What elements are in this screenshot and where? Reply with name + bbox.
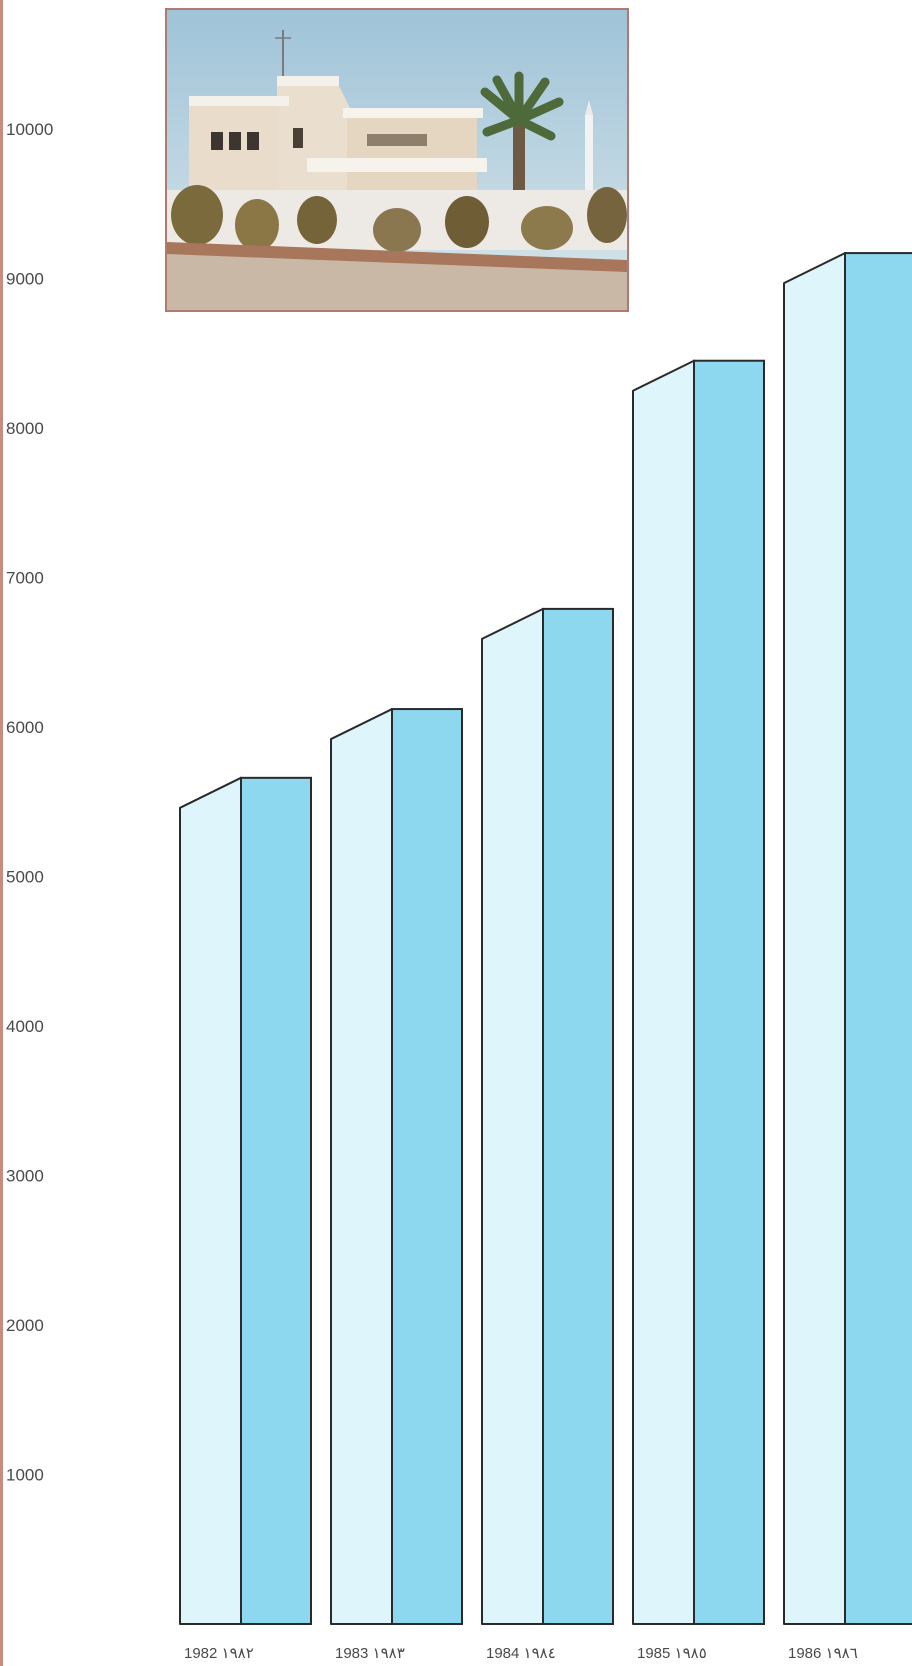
bar-side-face (180, 778, 241, 1624)
y-tick-label: 8000 (6, 419, 44, 438)
x-tick-label: 1983 ١٩٨٣ (335, 1645, 405, 1662)
y-tick-label: 5000 (6, 868, 44, 887)
y-tick-label: 4000 (6, 1017, 44, 1036)
x-tick-label: 1985 ١٩٨٥ (637, 1645, 707, 1662)
bars (180, 253, 912, 1624)
building-photo (165, 8, 629, 312)
bar-side-face (482, 609, 543, 1624)
x-tick-label: 1982 ١٩٨٢ (184, 1645, 254, 1662)
y-tick-label: 10000 (6, 120, 53, 139)
bar-side-face (633, 361, 694, 1624)
y-axis-ticks: 1000 2000 3000 4000 5000 6000 7000 8000 9000 1000… (6, 120, 53, 1485)
bar (392, 709, 462, 1624)
x-tick-label: 1986 ١٩٨٦ (788, 1645, 858, 1662)
bar (845, 253, 912, 1624)
y-tick-label: 1000 (6, 1466, 44, 1485)
y-tick-label: 7000 (6, 569, 44, 588)
x-tick-label: 1984 ١٩٨٤ (486, 1645, 556, 1662)
x-axis-labels: 1982 ١٩٨٢ 1983 ١٩٨٣ 1984 ١٩٨٤ 1985 ١٩٨٥ 1986… (184, 1645, 858, 1662)
y-tick-label: 9000 (6, 270, 44, 289)
bar-side-face (331, 709, 392, 1624)
bar (543, 609, 613, 1624)
bar (241, 778, 311, 1624)
y-tick-label: 3000 (6, 1167, 44, 1186)
bar (694, 361, 764, 1624)
y-tick-label: 6000 (6, 718, 44, 737)
bar-side-face (784, 253, 845, 1624)
y-tick-label: 2000 (6, 1316, 44, 1335)
building-photo-illustration (167, 10, 627, 310)
